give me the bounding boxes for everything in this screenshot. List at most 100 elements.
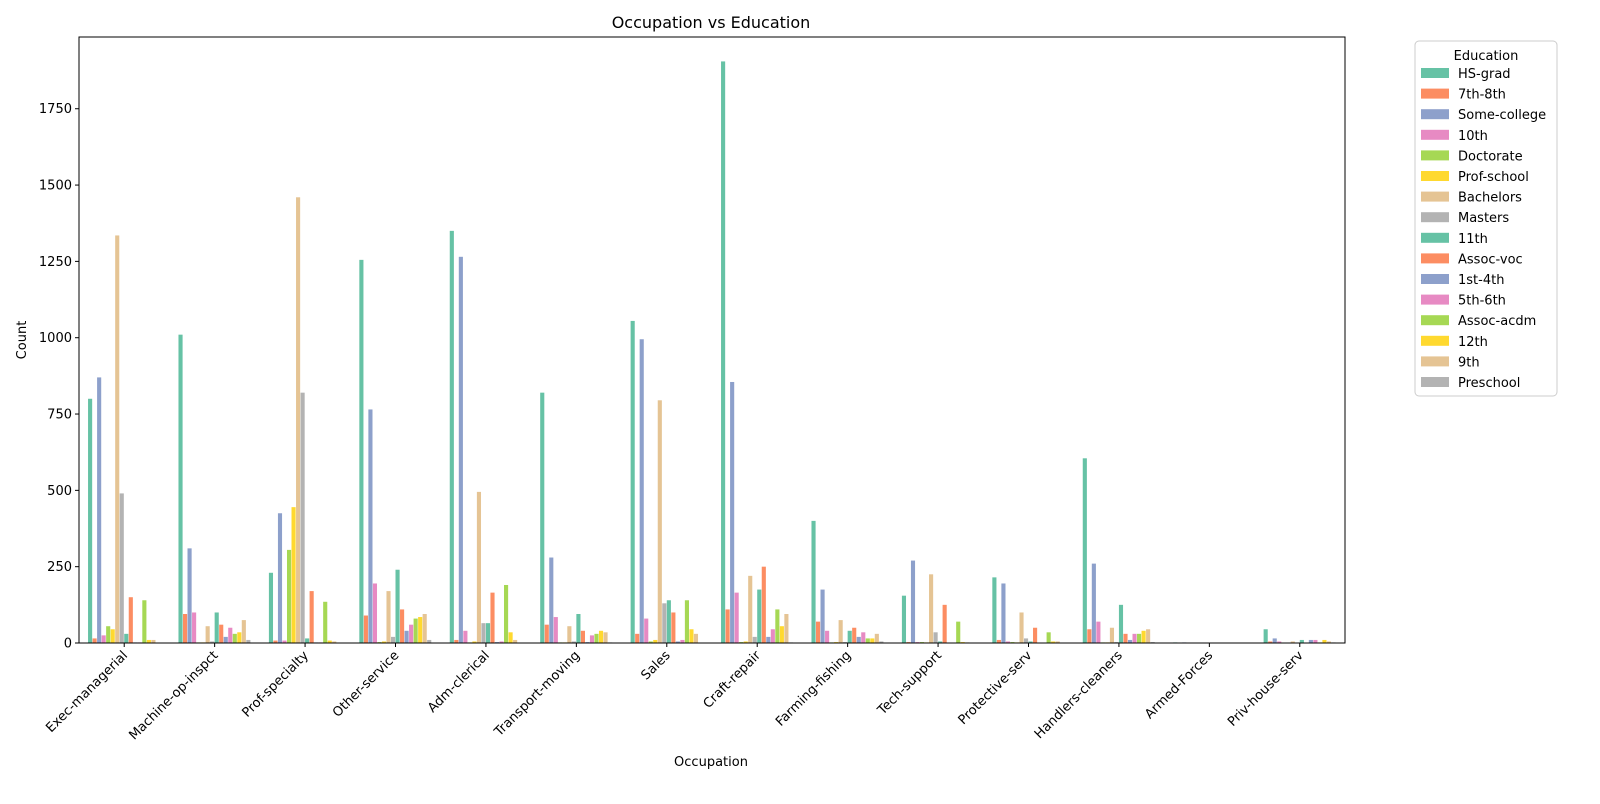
bar-HS-grad-Priv-house-serv xyxy=(1264,629,1268,643)
bar-1st-4th-Craft-repair xyxy=(766,637,770,643)
x-tick-label: Handlers-cleaners xyxy=(1032,648,1126,742)
x-tick-label: Other-service xyxy=(330,648,402,720)
bar-Assoc-voc-Farming-fishing xyxy=(852,628,856,643)
bar-11th-Exec-managerial xyxy=(124,634,128,643)
bar-Some-college-Exec-managerial xyxy=(97,377,101,643)
bar-HS-grad-Handlers-cleaners xyxy=(1083,458,1087,643)
legend-swatch-10th xyxy=(1421,130,1449,140)
y-tick-label: 250 xyxy=(47,560,72,575)
bar-HS-grad-Farming-fishing xyxy=(811,521,815,643)
bar-Assoc-voc-Protective-serv xyxy=(1033,628,1037,643)
legend-label-7th-8th: 7th-8th xyxy=(1458,88,1506,103)
bar-10th-Transport-moving xyxy=(554,617,558,643)
legend-label-Some-college: Some-college xyxy=(1458,108,1546,123)
bar-Assoc-voc-Other-service xyxy=(400,609,404,643)
legend-swatch-9th xyxy=(1421,356,1449,366)
bar-7th-8th-Handlers-cleaners xyxy=(1087,629,1091,643)
bar-Bachelors-Prof-specialty xyxy=(296,197,300,643)
bar-HS-grad-Tech-support xyxy=(902,596,906,643)
x-tick-label: Protective-serv xyxy=(956,648,1036,728)
bars-layer xyxy=(88,61,1336,643)
bar-Bachelors-Transport-moving xyxy=(567,626,571,643)
bar-9th-Craft-repair xyxy=(784,614,788,643)
bar-HS-grad-Machine-op-inspct xyxy=(178,335,182,643)
bar-1st-4th-Farming-fishing xyxy=(857,637,861,643)
bar-1st-4th-Other-service xyxy=(405,631,409,643)
bar-Masters-Adm-clerical xyxy=(481,623,485,643)
legend-label-11th: 11th xyxy=(1458,232,1488,247)
legend-label-Bachelors: Bachelors xyxy=(1458,191,1522,206)
bar-Assoc-voc-Exec-managerial xyxy=(129,597,133,643)
bar-5th-6th-Handlers-cleaners xyxy=(1132,634,1136,643)
bar-1st-4th-Machine-op-inspct xyxy=(224,637,228,643)
bar-Assoc-acdm-Handlers-cleaners xyxy=(1137,634,1141,643)
bar-Prof-school-Exec-managerial xyxy=(111,629,115,643)
legend-swatch-Assoc-acdm xyxy=(1421,315,1449,325)
legend-label-Doctorate: Doctorate xyxy=(1458,149,1523,164)
bar-12th-Transport-moving xyxy=(599,631,603,643)
bar-Assoc-acdm-Transport-moving xyxy=(594,634,598,643)
bar-10th-Craft-repair xyxy=(735,593,739,643)
bar-7th-8th-Machine-op-inspct xyxy=(183,614,187,643)
bar-Some-college-Priv-house-serv xyxy=(1273,638,1277,643)
bar-12th-Other-service xyxy=(418,617,422,643)
bar-Some-college-Craft-repair xyxy=(730,382,734,643)
bar-5th-6th-Farming-fishing xyxy=(861,632,865,643)
bar-11th-Craft-repair xyxy=(757,590,761,643)
bar-Masters-Protective-serv xyxy=(1024,638,1028,643)
legend-label-10th: 10th xyxy=(1458,129,1488,144)
legend-label-12th: 12th xyxy=(1458,335,1488,350)
bar-Assoc-acdm-Other-service xyxy=(414,619,418,643)
bar-Some-college-Protective-serv xyxy=(1001,583,1005,643)
legend-label-Masters: Masters xyxy=(1458,211,1509,226)
bar-11th-Prof-specialty xyxy=(305,638,309,643)
bar-12th-Handlers-cleaners xyxy=(1142,631,1146,643)
bar-10th-Other-service xyxy=(373,583,377,643)
legend-swatch-Assoc-voc xyxy=(1421,253,1449,263)
bar-Assoc-acdm-Machine-op-inspct xyxy=(233,634,237,643)
bar-12th-Sales xyxy=(689,629,693,643)
bar-11th-Other-service xyxy=(396,570,400,643)
x-tick-label: Sales xyxy=(639,648,674,683)
bar-HS-grad-Adm-clerical xyxy=(450,231,454,643)
legend-label-HS-grad: HS-grad xyxy=(1458,67,1511,82)
bar-10th-Exec-managerial xyxy=(102,635,106,643)
bar-Assoc-acdm-Farming-fishing xyxy=(866,638,870,643)
bar-5th-6th-Craft-repair xyxy=(771,629,775,643)
bar-Assoc-acdm-Exec-managerial xyxy=(142,600,146,643)
bar-Assoc-voc-Craft-repair xyxy=(762,567,766,643)
legend-swatch-7th-8th xyxy=(1421,89,1449,99)
x-tick-label: Farming-fishing xyxy=(773,648,854,729)
legend-label-Assoc-acdm: Assoc-acdm xyxy=(1458,314,1536,329)
x-tick-label: Exec-managerial xyxy=(43,648,131,736)
bar-Assoc-acdm-Tech-support xyxy=(956,622,960,643)
bar-9th-Handlers-cleaners xyxy=(1146,629,1150,643)
bar-Masters-Sales xyxy=(662,603,666,643)
bar-7th-8th-Exec-managerial xyxy=(93,638,97,643)
y-tick-label: 1500 xyxy=(39,179,72,194)
bar-Prof-school-Prof-specialty xyxy=(292,507,296,643)
chart-title: Occupation vs Education xyxy=(612,13,811,32)
bar-7th-8th-Other-service xyxy=(364,616,368,643)
bar-Masters-Other-service xyxy=(391,637,395,643)
legend-swatch-Prof-school xyxy=(1421,171,1449,181)
bar-11th-Adm-clerical xyxy=(486,623,490,643)
bar-12th-Adm-clerical xyxy=(509,632,513,643)
bar-Bachelors-Sales xyxy=(658,400,662,643)
bar-Bachelors-Machine-op-inspct xyxy=(206,626,210,643)
bar-Assoc-voc-Prof-specialty xyxy=(310,591,314,643)
x-tick-label: Machine-op-inspct xyxy=(126,648,221,743)
bar-Some-college-Tech-support xyxy=(911,561,915,643)
legend-swatch-Masters xyxy=(1421,212,1449,222)
bar-11th-Farming-fishing xyxy=(848,631,852,643)
bar-Assoc-acdm-Craft-repair xyxy=(775,609,779,643)
bar-10th-Farming-fishing xyxy=(825,631,829,643)
bar-HS-grad-Craft-repair xyxy=(721,61,725,643)
legend-title: Education xyxy=(1454,49,1519,64)
legend-swatch-12th xyxy=(1421,336,1449,346)
bar-Bachelors-Other-service xyxy=(386,591,390,643)
bar-5th-6th-Machine-op-inspct xyxy=(228,628,232,643)
bar-10th-Handlers-cleaners xyxy=(1096,622,1100,643)
